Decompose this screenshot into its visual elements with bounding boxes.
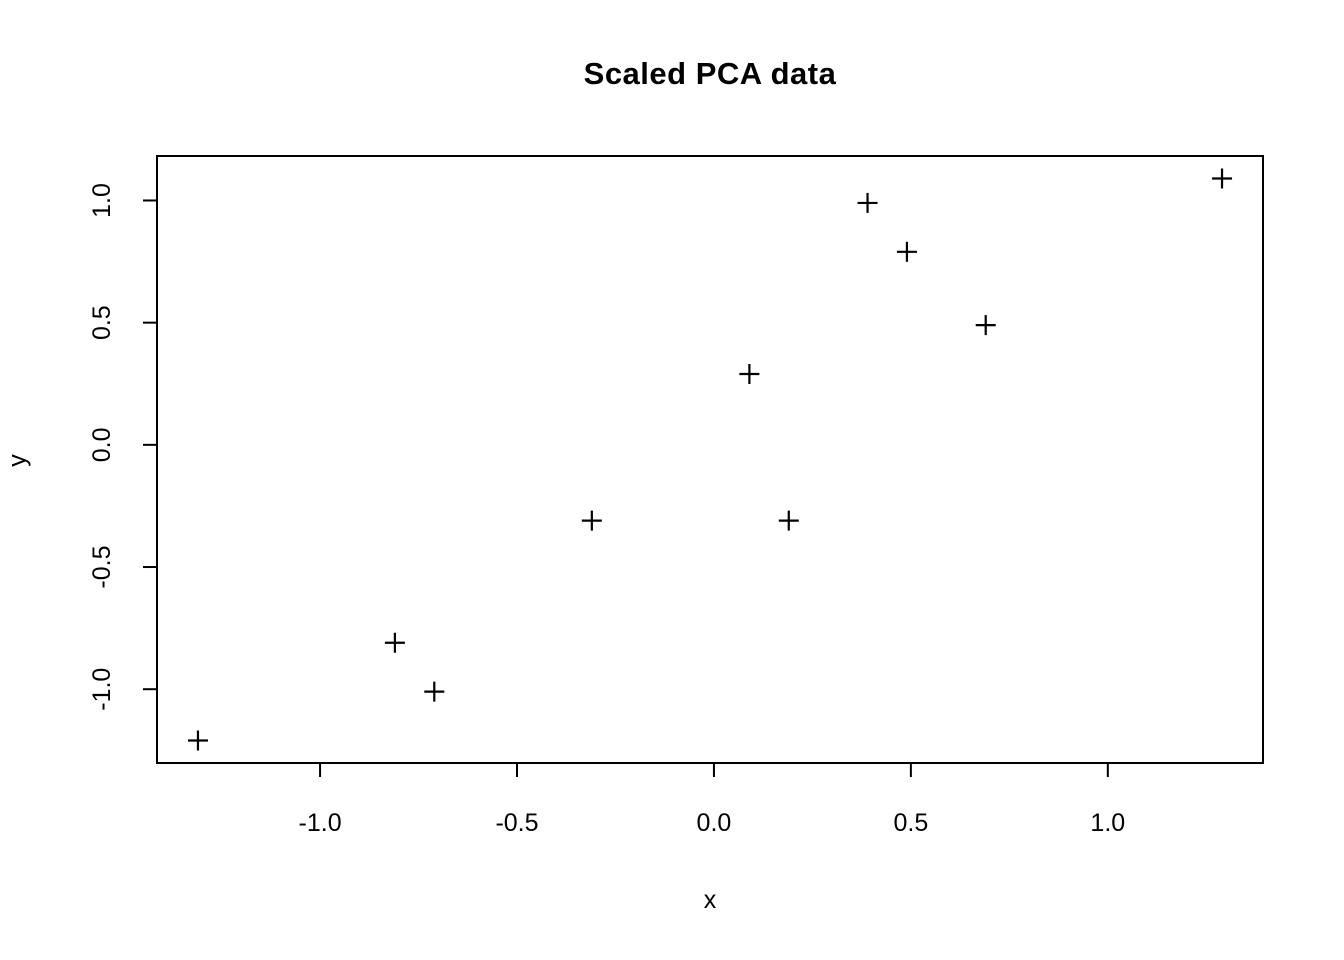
x-tick-label: 1.0: [1090, 809, 1125, 837]
x-tick-label: -0.5: [495, 809, 538, 837]
data-point: [187, 730, 208, 751]
data-point: [896, 241, 917, 262]
y-tick-label: 0.0: [88, 427, 116, 462]
y-axis-label: y: [3, 454, 32, 467]
plot-border: [156, 155, 1264, 764]
data-point: [424, 681, 445, 702]
data-point: [857, 192, 878, 213]
y-tick-label: -1.0: [88, 668, 116, 711]
x-tick-label: 0.5: [893, 809, 928, 837]
x-tick-label: 0.0: [697, 809, 732, 837]
x-axis-label: x: [703, 886, 717, 914]
y-tick-label: -0.5: [88, 545, 116, 588]
data-point: [581, 510, 602, 531]
data-point: [1212, 168, 1233, 189]
data-point: [384, 632, 405, 653]
data-point: [778, 510, 799, 531]
x-tick-label: -1.0: [299, 809, 342, 837]
y-tick-label: 1.0: [88, 183, 116, 218]
y-tick-label: 0.5: [88, 305, 116, 340]
data-point: [739, 363, 760, 384]
data-point: [975, 315, 996, 336]
chart-title: Scaled PCA data: [583, 56, 837, 91]
